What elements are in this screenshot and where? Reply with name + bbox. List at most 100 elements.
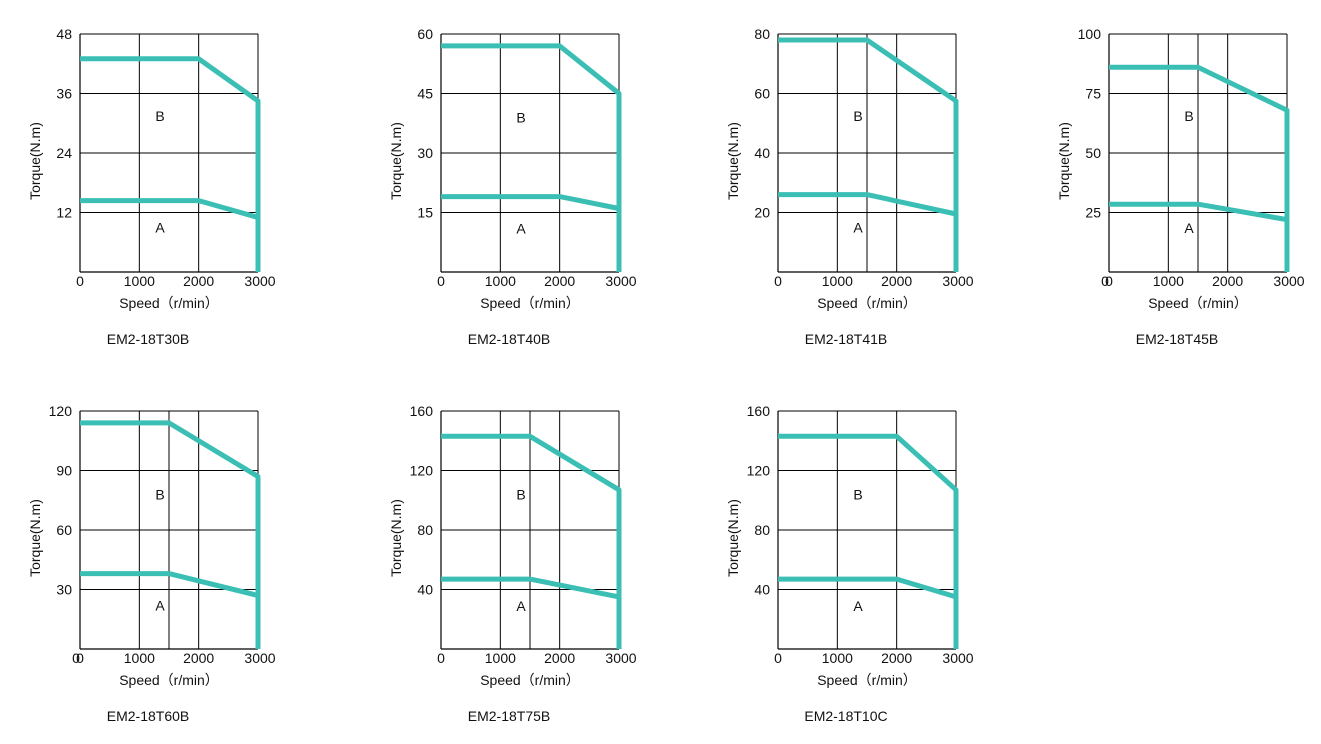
x-tick-label: 1000 [124, 273, 155, 289]
y-tick-label: 80 [754, 522, 770, 538]
y-tick-label: 60 [754, 86, 770, 102]
y-tick-label: 120 [49, 403, 73, 419]
y-tick-label: 120 [410, 463, 434, 479]
x-tick-label: 2000 [544, 273, 575, 289]
peak-torque-curve [778, 433, 959, 649]
y-tick-label: 30 [417, 145, 433, 161]
x-tick-label: 3000 [244, 650, 275, 666]
y-tick-label: 30 [56, 582, 72, 598]
x-tick-label: 2000 [183, 650, 214, 666]
region-label: A [853, 219, 863, 235]
y-tick-label: 20 [754, 205, 770, 221]
y-tick-label: 80 [417, 522, 433, 538]
x-tick-label: 0 [1105, 273, 1113, 289]
y-tick-label: 36 [56, 86, 72, 102]
y-tick-label: 0 [72, 650, 80, 666]
rated-torque-curve [80, 198, 259, 220]
x-axis-label: Speed（r/min） [1148, 295, 1248, 311]
y-axis-label: Torque(N.m) [27, 499, 43, 577]
y-axis-label: Torque(N.m) [388, 499, 404, 577]
y-tick-label: 40 [754, 582, 770, 598]
region-label: B [853, 108, 862, 124]
y-tick-label: 12 [56, 205, 72, 221]
peak-torque-curve [441, 43, 622, 272]
region-label: B [155, 108, 164, 124]
x-tick-label: 1000 [1153, 273, 1184, 289]
rated-torque-curve [80, 571, 259, 598]
region-label: A [853, 598, 863, 614]
y-tick-label: 160 [747, 403, 771, 419]
x-axis-label: Speed（r/min） [480, 672, 580, 688]
y-tick-label: 40 [754, 145, 770, 161]
x-tick-label: 0 [437, 273, 445, 289]
y-tick-label: 80 [754, 26, 770, 42]
region-label: A [155, 219, 165, 235]
rated-torque-curve [441, 194, 620, 211]
y-tick-label: 50 [1085, 145, 1101, 161]
rated-torque-curve [778, 576, 957, 600]
region-label: A [1184, 220, 1194, 236]
y-axis-label: Torque(N.m) [725, 122, 741, 200]
chart-panel: A B 30 60 90 120 00 1000 2000 3000 Speed（r/min） Tor… [27, 403, 276, 724]
region-label: A [155, 597, 165, 613]
y-tick-label: 25 [1085, 205, 1101, 221]
chart-title: EM2-18T75B [468, 708, 550, 724]
chart-panel: A B 20 40 60 80 0 1000 2000 3000 Speed（r/min） Torqu… [725, 26, 974, 347]
chart-panel: A B 12 24 36 48 0 1000 2000 3000 Speed（r/min） Torqu… [27, 26, 276, 347]
x-axis-label: Speed（r/min） [817, 672, 917, 688]
y-axis-label: Torque(N.m) [27, 122, 43, 200]
chart-title: EM2-18T40B [468, 331, 550, 347]
peak-torque-curve [441, 433, 622, 649]
x-axis-label: Speed（r/min） [119, 672, 219, 688]
y-tick-label: 48 [56, 26, 72, 42]
chart-title: EM2-18T41B [805, 331, 887, 347]
chart-panel: A B 40 80 120 160 0 1000 2000 3000 Speed（r/min） Tor… [388, 403, 637, 724]
region-label: B [853, 486, 862, 502]
peak-torque-curve [80, 420, 261, 649]
y-tick-label: 15 [417, 205, 433, 221]
y-axis-label: Torque(N.m) [725, 499, 741, 577]
x-tick-label: 1000 [822, 273, 853, 289]
x-tick-label: 1000 [485, 650, 516, 666]
x-tick-label: 3000 [605, 273, 636, 289]
peak-torque-curve [778, 37, 959, 272]
x-tick-label: 0 [437, 650, 445, 666]
x-tick-label: 0 [76, 650, 84, 666]
y-tick-label: 60 [56, 522, 72, 538]
y-tick-label: 160 [410, 403, 434, 419]
x-tick-label: 3000 [605, 650, 636, 666]
x-tick-label: 2000 [544, 650, 575, 666]
peak-torque-curve [80, 56, 261, 272]
y-tick-label: 45 [417, 86, 433, 102]
x-tick-label: 2000 [1212, 273, 1243, 289]
y-tick-label: 0 [1101, 273, 1109, 289]
x-tick-label: 0 [774, 650, 782, 666]
y-tick-label: 90 [56, 463, 72, 479]
x-tick-label: 3000 [942, 650, 973, 666]
x-tick-label: 1000 [485, 273, 516, 289]
x-tick-label: 0 [774, 273, 782, 289]
chart-title: EM2-18T30B [107, 331, 189, 347]
chart-title: EM2-18T60B [107, 708, 189, 724]
x-tick-label: 2000 [183, 273, 214, 289]
x-tick-label: 1000 [822, 650, 853, 666]
y-tick-label: 120 [747, 463, 771, 479]
region-label: B [155, 486, 164, 502]
x-tick-label: 2000 [881, 273, 912, 289]
chart-panel: A B 40 80 120 160 0 1000 2000 3000 Speed（r/min） Tor… [725, 403, 974, 724]
x-tick-label: 3000 [244, 273, 275, 289]
region-label: A [516, 220, 526, 236]
y-tick-label: 24 [56, 145, 72, 161]
chart-title: EM2-18T10C [804, 708, 887, 724]
rated-torque-curve [1109, 201, 1288, 223]
x-tick-label: 2000 [881, 650, 912, 666]
x-tick-label: 1000 [124, 650, 155, 666]
peak-torque-curve [1109, 64, 1290, 272]
y-tick-label: 75 [1085, 86, 1101, 102]
chart-title: EM2-18T45B [1136, 331, 1218, 347]
region-label: A [516, 598, 526, 614]
x-axis-label: Speed（r/min） [817, 295, 917, 311]
x-tick-label: 3000 [1273, 273, 1304, 289]
